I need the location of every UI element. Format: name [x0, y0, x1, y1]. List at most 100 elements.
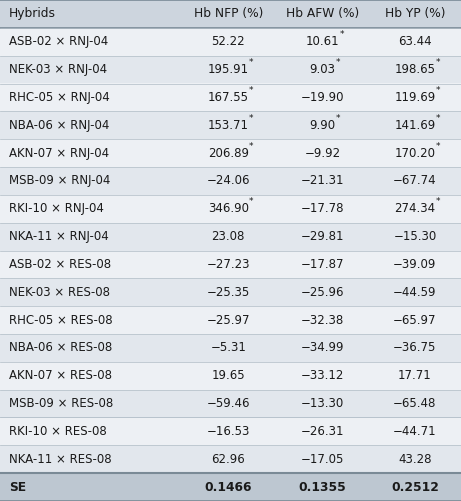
Text: 9.03: 9.03	[310, 63, 336, 76]
Text: *: *	[435, 142, 440, 150]
Text: 0.1355: 0.1355	[299, 480, 347, 493]
Text: −32.38: −32.38	[301, 314, 344, 327]
Text: Hb YP (%): Hb YP (%)	[384, 8, 445, 21]
Text: NEK-03 × RNJ-04: NEK-03 × RNJ-04	[9, 63, 107, 76]
Text: *: *	[436, 86, 440, 95]
Text: −25.97: −25.97	[207, 314, 250, 327]
Text: RHC-05 × RNJ-04: RHC-05 × RNJ-04	[9, 91, 110, 104]
Text: −17.87: −17.87	[301, 258, 344, 271]
Text: 17.71: 17.71	[398, 369, 432, 382]
Text: −19.90: −19.90	[301, 91, 344, 104]
Text: *: *	[248, 197, 253, 206]
Text: RKI-10 × RNJ-04: RKI-10 × RNJ-04	[9, 202, 104, 215]
Text: 0.2512: 0.2512	[391, 480, 439, 493]
Text: *: *	[436, 114, 440, 123]
Text: −9.92: −9.92	[305, 147, 341, 160]
Text: Hybrids: Hybrids	[9, 8, 56, 21]
Text: 119.69: 119.69	[394, 91, 436, 104]
Text: 141.69: 141.69	[394, 119, 436, 132]
Text: AKN-07 × RNJ-04: AKN-07 × RNJ-04	[9, 147, 109, 160]
Text: Hb AFW (%): Hb AFW (%)	[286, 8, 359, 21]
Text: −29.81: −29.81	[301, 230, 344, 243]
Text: −36.75: −36.75	[393, 341, 437, 354]
Text: 274.34: 274.34	[394, 202, 436, 215]
Text: NEK-03 × RES-08: NEK-03 × RES-08	[9, 286, 110, 299]
Text: *: *	[248, 114, 253, 123]
Text: 167.55: 167.55	[208, 91, 248, 104]
Bar	[0, 195, 461, 222]
Bar	[0, 250, 461, 279]
Bar	[0, 56, 461, 84]
Text: −39.09: −39.09	[393, 258, 437, 271]
Text: NKA-11 × RNJ-04: NKA-11 × RNJ-04	[9, 230, 109, 243]
Text: 23.08: 23.08	[212, 230, 245, 243]
Text: −5.31: −5.31	[210, 341, 246, 354]
Text: −25.35: −25.35	[207, 286, 250, 299]
Text: −16.53: −16.53	[207, 425, 250, 438]
Bar	[0, 167, 461, 195]
Text: −59.46: −59.46	[207, 397, 250, 410]
Text: *: *	[339, 30, 344, 39]
Text: MSB-09 × RES-08: MSB-09 × RES-08	[9, 397, 113, 410]
Text: −44.71: −44.71	[393, 425, 437, 438]
Text: 43.28: 43.28	[398, 453, 431, 466]
Text: 170.20: 170.20	[395, 147, 435, 160]
Text: −33.12: −33.12	[301, 369, 344, 382]
Text: 195.91: 195.91	[207, 63, 249, 76]
Text: 153.71: 153.71	[208, 119, 248, 132]
Text: −44.59: −44.59	[393, 286, 437, 299]
Text: 346.90: 346.90	[208, 202, 248, 215]
Bar	[0, 28, 461, 56]
Text: *: *	[436, 197, 440, 206]
Text: *: *	[248, 86, 253, 95]
Text: −34.99: −34.99	[301, 341, 344, 354]
Text: 62.96: 62.96	[211, 453, 245, 466]
Text: 10.61: 10.61	[306, 35, 339, 48]
Bar	[0, 84, 461, 111]
Bar	[0, 473, 461, 501]
Text: −26.31: −26.31	[301, 425, 344, 438]
Text: −25.96: −25.96	[301, 286, 344, 299]
Text: 198.65: 198.65	[395, 63, 435, 76]
Text: −27.23: −27.23	[207, 258, 250, 271]
Bar	[0, 139, 461, 167]
Text: NBA-06 × RNJ-04: NBA-06 × RNJ-04	[9, 119, 110, 132]
Text: NKA-11 × RES-08: NKA-11 × RES-08	[9, 453, 112, 466]
Text: *: *	[336, 58, 340, 67]
Bar	[0, 334, 461, 362]
Text: −67.74: −67.74	[393, 174, 437, 187]
Text: *: *	[336, 114, 340, 123]
Text: AKN-07 × RES-08: AKN-07 × RES-08	[9, 369, 112, 382]
Bar	[0, 222, 461, 250]
Text: RHC-05 × RES-08: RHC-05 × RES-08	[9, 314, 113, 327]
Bar	[0, 111, 461, 139]
Bar	[0, 0, 461, 28]
Text: MSB-09 × RNJ-04: MSB-09 × RNJ-04	[9, 174, 111, 187]
Text: 52.22: 52.22	[212, 35, 245, 48]
Text: Hb NFP (%): Hb NFP (%)	[194, 8, 263, 21]
Text: *: *	[435, 58, 440, 67]
Text: ASB-02 × RES-08: ASB-02 × RES-08	[9, 258, 112, 271]
Text: 63.44: 63.44	[398, 35, 431, 48]
Text: −65.97: −65.97	[393, 314, 437, 327]
Text: 19.65: 19.65	[212, 369, 245, 382]
Bar	[0, 445, 461, 473]
Text: RKI-10 × RES-08: RKI-10 × RES-08	[9, 425, 107, 438]
Bar	[0, 362, 461, 390]
Text: NBA-06 × RES-08: NBA-06 × RES-08	[9, 341, 112, 354]
Bar	[0, 306, 461, 334]
Text: 206.89: 206.89	[208, 147, 248, 160]
Text: 9.90: 9.90	[310, 119, 336, 132]
Text: ASB-02 × RNJ-04: ASB-02 × RNJ-04	[9, 35, 108, 48]
Text: −17.05: −17.05	[301, 453, 344, 466]
Text: SE: SE	[9, 480, 26, 493]
Text: −17.78: −17.78	[301, 202, 344, 215]
Text: −65.48: −65.48	[393, 397, 437, 410]
Bar	[0, 390, 461, 417]
Text: −21.31: −21.31	[301, 174, 344, 187]
Text: −13.30: −13.30	[301, 397, 344, 410]
Text: −24.06: −24.06	[207, 174, 250, 187]
Bar	[0, 279, 461, 306]
Text: *: *	[248, 142, 253, 150]
Text: *: *	[249, 58, 253, 67]
